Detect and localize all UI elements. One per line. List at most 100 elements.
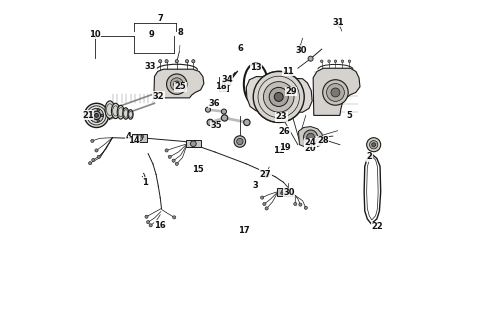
Circle shape: [371, 143, 375, 147]
Circle shape: [264, 82, 267, 85]
Circle shape: [295, 95, 298, 99]
Circle shape: [274, 92, 283, 101]
Circle shape: [289, 108, 293, 112]
Text: 19: 19: [279, 143, 290, 152]
Circle shape: [262, 202, 265, 205]
Circle shape: [334, 60, 336, 62]
Circle shape: [172, 159, 175, 162]
Polygon shape: [246, 76, 312, 112]
Circle shape: [252, 71, 303, 123]
Circle shape: [293, 202, 296, 205]
Text: 24: 24: [303, 138, 315, 147]
Text: 14: 14: [128, 136, 140, 145]
Circle shape: [97, 120, 99, 122]
Circle shape: [226, 80, 230, 85]
Circle shape: [190, 141, 196, 147]
Bar: [131, 133, 147, 141]
Text: 34: 34: [221, 75, 232, 84]
Circle shape: [269, 87, 288, 107]
Text: 12: 12: [272, 146, 284, 155]
Circle shape: [264, 173, 268, 178]
Circle shape: [276, 77, 280, 80]
Circle shape: [280, 192, 283, 195]
Text: 13: 13: [250, 63, 261, 72]
Circle shape: [303, 130, 317, 144]
Circle shape: [366, 138, 380, 152]
Ellipse shape: [122, 108, 129, 119]
Text: 26: 26: [278, 127, 290, 136]
Circle shape: [264, 207, 268, 210]
Circle shape: [144, 215, 148, 218]
Text: 17: 17: [238, 226, 249, 235]
Text: 1: 1: [142, 178, 147, 187]
Text: 31: 31: [332, 18, 344, 27]
Circle shape: [168, 155, 171, 158]
Circle shape: [327, 60, 330, 62]
Circle shape: [281, 189, 288, 195]
Circle shape: [303, 206, 307, 209]
Circle shape: [307, 56, 312, 61]
Circle shape: [236, 138, 242, 145]
Ellipse shape: [105, 101, 114, 118]
Text: 11: 11: [282, 67, 294, 76]
Circle shape: [276, 114, 280, 117]
Circle shape: [369, 140, 377, 149]
Text: 30: 30: [295, 45, 306, 55]
Text: 18: 18: [215, 82, 226, 91]
Circle shape: [89, 108, 103, 123]
Text: 23: 23: [275, 113, 287, 122]
Text: 3: 3: [252, 181, 258, 190]
Text: 6: 6: [237, 44, 243, 53]
Circle shape: [91, 139, 94, 142]
Text: 9: 9: [148, 30, 154, 39]
Circle shape: [101, 114, 103, 117]
Circle shape: [192, 60, 194, 63]
Circle shape: [298, 203, 301, 206]
Circle shape: [322, 80, 348, 105]
Circle shape: [336, 22, 341, 27]
Text: 15: 15: [191, 165, 203, 174]
Circle shape: [306, 133, 314, 141]
Text: 32: 32: [152, 92, 164, 101]
Bar: [276, 188, 292, 196]
Circle shape: [165, 149, 168, 152]
Text: 22: 22: [371, 222, 383, 231]
Ellipse shape: [117, 105, 124, 119]
Circle shape: [285, 190, 289, 194]
Text: 28: 28: [316, 136, 328, 145]
Circle shape: [243, 119, 250, 125]
Text: 20: 20: [304, 144, 316, 153]
Text: 35: 35: [210, 121, 222, 130]
Circle shape: [92, 158, 95, 162]
Circle shape: [95, 149, 98, 152]
Polygon shape: [298, 126, 322, 148]
Circle shape: [348, 60, 350, 62]
Ellipse shape: [128, 110, 133, 119]
Text: 25: 25: [174, 82, 186, 91]
Bar: [186, 140, 200, 147]
Text: 33: 33: [144, 62, 156, 71]
Text: 30: 30: [283, 188, 294, 197]
Text: 21: 21: [82, 111, 94, 120]
Polygon shape: [312, 68, 359, 116]
Circle shape: [274, 92, 283, 101]
Circle shape: [146, 220, 149, 224]
Text: 27: 27: [259, 170, 271, 179]
Text: 7: 7: [157, 14, 163, 23]
Circle shape: [297, 45, 302, 50]
Circle shape: [340, 60, 343, 62]
Circle shape: [260, 196, 263, 199]
Circle shape: [95, 114, 98, 117]
Circle shape: [258, 95, 261, 99]
Circle shape: [221, 109, 226, 114]
Circle shape: [90, 111, 93, 113]
Circle shape: [141, 135, 144, 138]
Circle shape: [84, 103, 108, 127]
Circle shape: [264, 108, 267, 112]
Circle shape: [175, 60, 178, 63]
Ellipse shape: [111, 103, 120, 119]
Circle shape: [158, 60, 161, 63]
Text: 4: 4: [125, 132, 131, 140]
Circle shape: [206, 119, 213, 125]
Text: 10: 10: [89, 30, 100, 39]
